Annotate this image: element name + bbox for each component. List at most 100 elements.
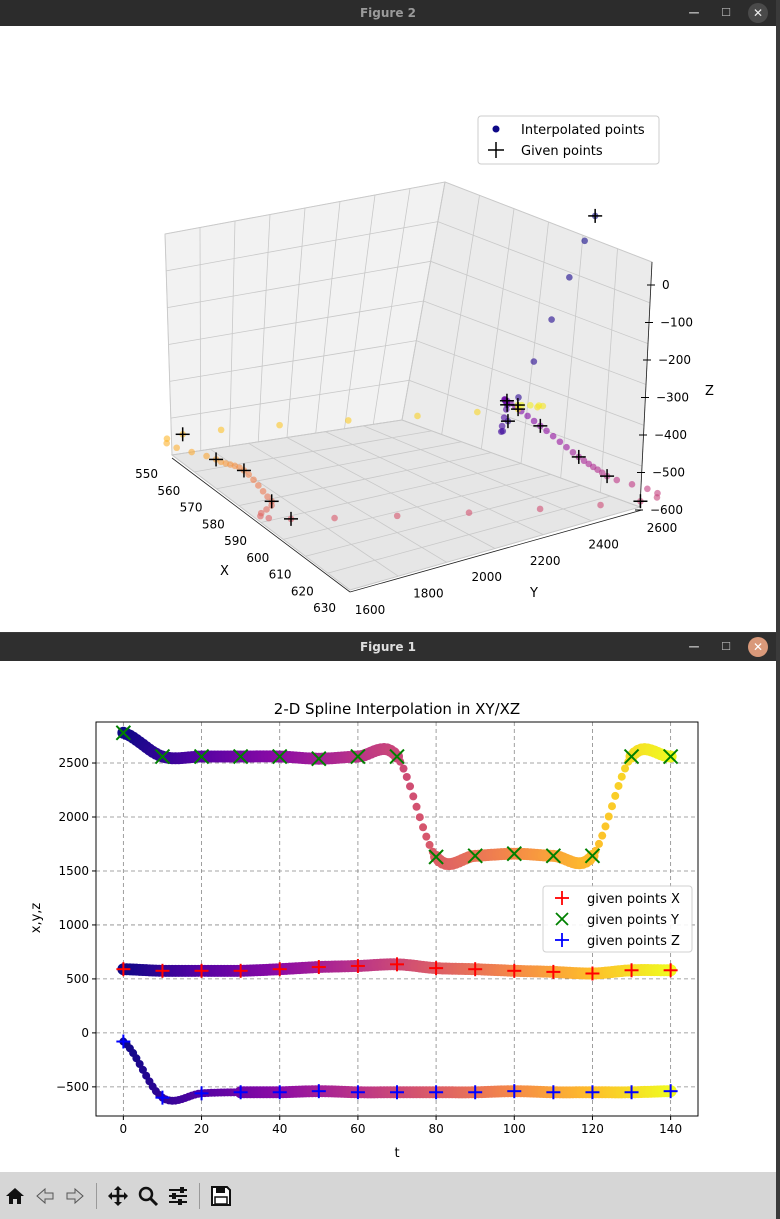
y-tick-label: 2400: [588, 537, 619, 551]
interpolated-point: [393, 512, 401, 520]
given-point-y: [115, 725, 132, 741]
interpolated-point: [628, 481, 636, 488]
grid-line: [167, 260, 649, 345]
interpolated-points: [163, 212, 661, 523]
plot-title: 2-D Spline Interpolation in XY/XZ: [274, 700, 520, 718]
given-point-y: [193, 748, 210, 765]
interpolated-point: [217, 458, 225, 466]
minimize-button[interactable]: —: [688, 6, 700, 19]
interpolated-point: [566, 274, 573, 281]
x-tick-label: 560: [157, 484, 180, 498]
x-tick-label: 140: [659, 1122, 682, 1136]
given-point-z: [272, 1085, 287, 1100]
grid-line: [286, 437, 496, 549]
z-axis-line: [639, 261, 653, 508]
given-point-x: [272, 962, 287, 977]
z-axis-label: Z: [705, 384, 714, 399]
interpolated-point: [530, 358, 538, 365]
interpolated-point: [569, 449, 577, 456]
maximize-button[interactable]: ☐: [721, 6, 731, 19]
given-point-x: [468, 962, 483, 977]
interpolated-point: [591, 846, 600, 855]
interpolated-point: [617, 772, 626, 781]
figure2-window: Figure 2 — ☐ ✕ 550 560 570 580 590 600 610 620 6…: [0, 0, 776, 632]
interpolated-point: [265, 514, 273, 522]
x-tick-label: 120: [581, 1122, 604, 1136]
close-button[interactable]: ✕: [748, 637, 768, 657]
given-point: [175, 427, 190, 442]
figure1-titlebar[interactable]: Figure 1 — ☐ ✕: [0, 633, 776, 661]
interpolated-point: [263, 506, 270, 513]
interpolated-point: [515, 394, 522, 401]
given-point-z: [624, 1085, 639, 1100]
interpolated-point: [474, 408, 481, 416]
given-point-z: [429, 1085, 444, 1100]
given-point: [510, 398, 525, 413]
z-tick-label: −300: [656, 391, 689, 405]
interpolated-point: [556, 438, 564, 446]
interpolated-point: [173, 444, 180, 452]
configure-button[interactable]: [165, 1183, 191, 1209]
figure1-2d-plot[interactable]: 0 20 40 60 80 100 120 140 −500 0 500 1000 1500 2000 25…: [0, 661, 776, 1172]
x-tick-label: 600: [246, 551, 269, 565]
given-point-y: [311, 750, 327, 767]
legend-x-label: given points X: [587, 892, 680, 907]
save-button[interactable]: [208, 1183, 234, 1209]
y-axis-label: Y: [529, 586, 538, 601]
close-button[interactable]: ✕: [748, 3, 768, 23]
given-point: [533, 418, 548, 433]
y-tick-label: 2000: [472, 570, 503, 584]
interpolated-point: [597, 501, 604, 509]
x-tick-label: 590: [224, 534, 247, 548]
pan-button[interactable]: [105, 1183, 131, 1209]
given-point-y: [506, 845, 522, 862]
legend-z-label: given points Z: [587, 934, 680, 949]
interpolated-point: [276, 421, 283, 429]
given-point-z: [311, 1084, 326, 1099]
interpolated-point: [415, 813, 424, 822]
given-point-x: [311, 960, 326, 975]
given-point-y: [428, 849, 444, 865]
figure2-titlebar[interactable]: Figure 2 — ☐ ✕: [0, 0, 776, 26]
given-point-y: [623, 748, 640, 765]
interpolated-point: [613, 476, 621, 484]
given-point-z: [390, 1085, 404, 1100]
grid-line: [248, 442, 447, 563]
y-tick-label: 1800: [413, 587, 444, 601]
given-point-x: [546, 964, 561, 979]
zoom-button[interactable]: [135, 1183, 161, 1209]
given-points: [175, 208, 648, 526]
given-point-x: [390, 957, 404, 972]
given-point: [264, 494, 279, 509]
given-point-y: [662, 748, 679, 765]
y-tick-label: 2500: [58, 756, 89, 770]
given-point-z: [350, 1085, 365, 1100]
y-tick-label: 1500: [58, 864, 89, 878]
interpolated-point: [500, 414, 508, 421]
interpolated-point: [419, 823, 428, 832]
home-button[interactable]: [2, 1183, 28, 1209]
given-point-y: [545, 848, 562, 864]
minimize-button[interactable]: —: [688, 640, 700, 653]
interpolated-point: [614, 781, 623, 790]
given-point-x: [350, 958, 365, 973]
given-point: [499, 393, 514, 408]
given-point-y: [389, 748, 405, 765]
interpolated-point: [535, 402, 543, 409]
given-point: [600, 469, 615, 484]
back-button[interactable]: [32, 1183, 58, 1209]
maximize-button[interactable]: ☐: [721, 640, 731, 653]
legend-y-marker: [555, 912, 569, 926]
interpolated-point: [255, 482, 262, 489]
grid-line: [171, 454, 351, 591]
y-tick-label: 0: [81, 1026, 89, 1040]
interpolated-point: [409, 792, 418, 801]
interpolated-point: [580, 457, 588, 465]
given-points: [115, 725, 679, 1105]
x-tick-label: 580: [202, 517, 225, 531]
forward-button[interactable]: [62, 1183, 88, 1209]
given-point-y: [154, 748, 171, 765]
y-tick-label: 2600: [647, 521, 678, 535]
home-icon: [6, 1187, 24, 1204]
